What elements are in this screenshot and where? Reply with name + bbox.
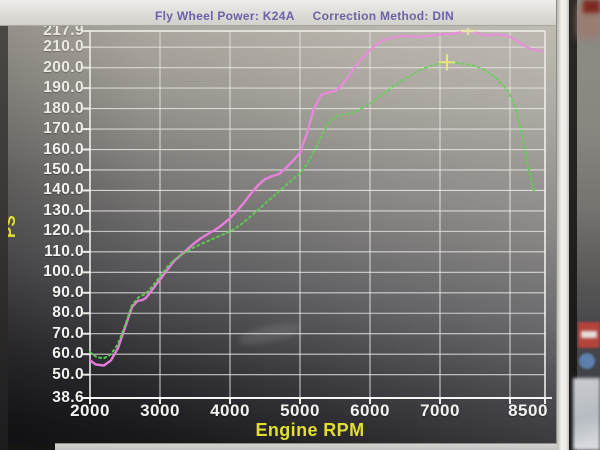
red-background-object xyxy=(583,0,600,13)
screen-lighting-shade xyxy=(8,25,556,443)
blue-round-logo xyxy=(579,353,595,369)
chart-title-bar: Fly Wheel Power: K24A Correction Method: … xyxy=(0,0,568,26)
correction-method-label: Correction Method: DIN xyxy=(312,9,454,23)
background-scene xyxy=(569,0,600,450)
light-background-object xyxy=(573,378,600,450)
x-axis-title: Engine RPM xyxy=(255,420,365,440)
flywheel-power-label: Fly Wheel Power: K24A xyxy=(155,9,295,23)
monitor-right-bezel xyxy=(556,0,570,450)
red-sticker xyxy=(578,322,600,348)
dyno-app-screen xyxy=(8,25,556,443)
monitor-bottom-bezel xyxy=(55,443,557,450)
monitor-left-edge xyxy=(0,25,8,450)
bezel-shadow-gap xyxy=(569,0,577,450)
chart-title-text: Fly Wheel Power: K24A Correction Method: … xyxy=(155,9,472,23)
